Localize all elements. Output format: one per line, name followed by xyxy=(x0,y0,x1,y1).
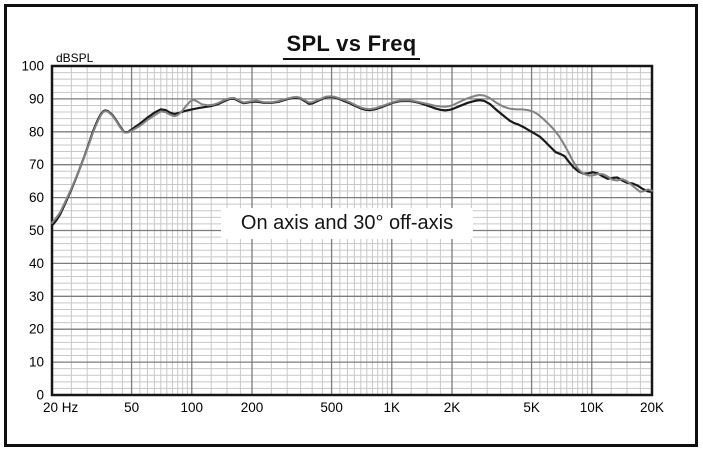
svg-text:40: 40 xyxy=(29,256,44,271)
svg-text:0: 0 xyxy=(36,388,44,403)
svg-text:200: 200 xyxy=(241,400,264,415)
svg-text:20K: 20K xyxy=(640,400,664,415)
svg-text:50: 50 xyxy=(29,223,44,238)
chart-title-text: SPL vs Freq xyxy=(283,31,420,60)
svg-text:5K: 5K xyxy=(523,400,540,415)
svg-text:60: 60 xyxy=(29,190,44,205)
chart-title: SPL vs Freq xyxy=(0,31,703,60)
curves xyxy=(50,94,654,227)
svg-text:1K: 1K xyxy=(384,400,401,415)
svg-text:20: 20 xyxy=(29,322,44,337)
svg-text:dBSPL: dBSPL xyxy=(56,51,94,65)
axis-labels: 0 10 20 30 40 50 60 70 80 90 100 dBSPL 20 Hz 50 100 200… xyxy=(21,51,664,415)
svg-text:90: 90 xyxy=(29,91,44,106)
svg-text:10K: 10K xyxy=(580,400,604,415)
curve-on-axis xyxy=(50,95,654,227)
plot-frame xyxy=(50,64,654,397)
svg-text:500: 500 xyxy=(320,400,343,415)
svg-text:100: 100 xyxy=(21,59,44,74)
annotation-label: On axis and 30° off-axis xyxy=(221,208,473,239)
svg-text:100: 100 xyxy=(181,400,204,415)
svg-text:30: 30 xyxy=(29,289,44,304)
curve-30-off-axis xyxy=(51,94,653,224)
svg-text:50: 50 xyxy=(124,400,139,415)
svg-text:80: 80 xyxy=(29,124,44,139)
svg-text:20 Hz: 20 Hz xyxy=(43,400,79,415)
major-gridlines xyxy=(52,66,652,395)
svg-text:10: 10 xyxy=(29,355,44,370)
svg-text:70: 70 xyxy=(29,157,44,172)
svg-text:2K: 2K xyxy=(444,400,461,415)
